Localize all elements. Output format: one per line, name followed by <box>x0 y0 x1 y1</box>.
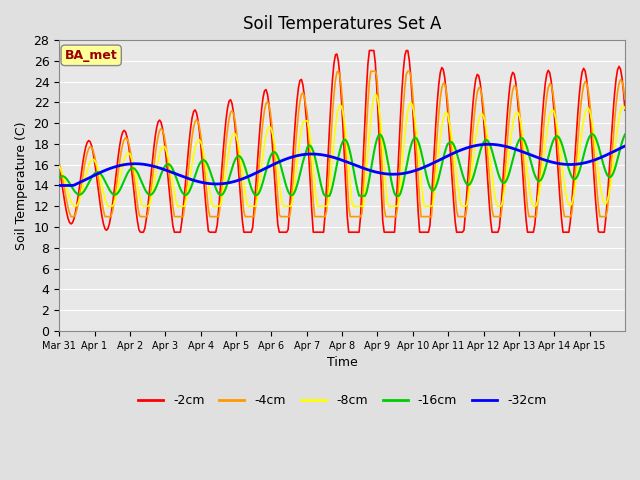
Legend: -2cm, -4cm, -8cm, -16cm, -32cm: -2cm, -4cm, -8cm, -16cm, -32cm <box>133 389 551 412</box>
Text: BA_met: BA_met <box>65 49 118 62</box>
X-axis label: Time: Time <box>326 356 358 369</box>
Title: Soil Temperatures Set A: Soil Temperatures Set A <box>243 15 441 33</box>
Y-axis label: Soil Temperature (C): Soil Temperature (C) <box>15 121 28 250</box>
